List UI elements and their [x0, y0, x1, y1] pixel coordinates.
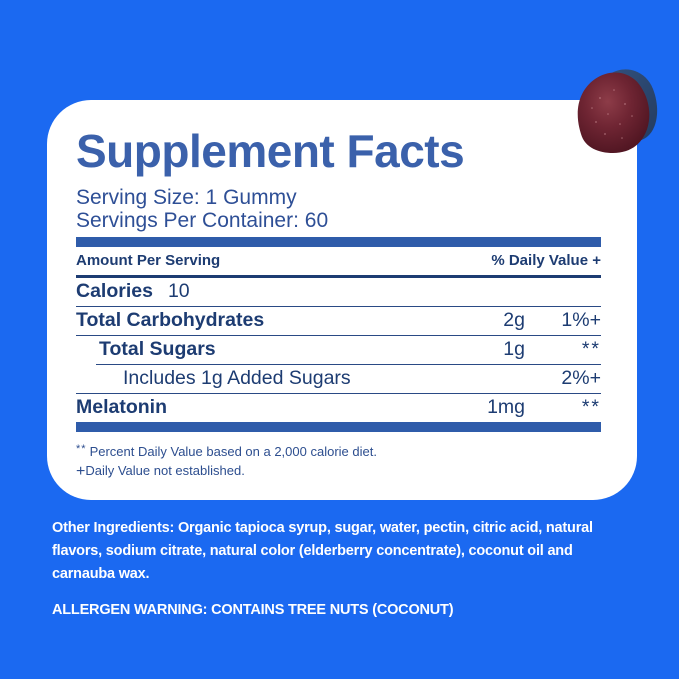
nutrient-name: Calories: [76, 280, 153, 303]
row-divider: [96, 363, 601, 365]
header-rule: [76, 274, 601, 278]
footnotes: ** Percent Daily Value based on a 2,000 c…: [76, 440, 601, 481]
row-divider: [76, 305, 601, 307]
nutrient-daily-value: 2%+: [561, 367, 601, 390]
gummy-sugar-speckles: [591, 89, 633, 139]
nutrient-daily-value: 1%+: [561, 309, 601, 332]
nutrient-daily-value: **: [581, 396, 601, 419]
footnote-marker: +: [76, 462, 86, 480]
divider-bar-bottom: [76, 421, 601, 432]
table-row-calories: Calories 10: [76, 278, 601, 306]
table-row-added-sugars: Includes 1g Added Sugars 2%+: [76, 365, 601, 393]
footnote-marker: **: [76, 442, 87, 455]
panel-title: Supplement Facts: [76, 125, 465, 177]
footnote-text: Percent Daily Value based on a 2,000 cal…: [89, 443, 377, 459]
row-divider: [76, 334, 601, 336]
table-row-total-carbohydrates: Total Carbohydrates 2g 1%+: [76, 307, 601, 335]
divider-bar-top: [76, 236, 601, 247]
row-divider: [76, 392, 601, 394]
gummy-body-shape: [577, 72, 650, 153]
table-row-melatonin: Melatonin 1mg **: [76, 394, 601, 422]
footnote-text: Daily Value not established.: [85, 462, 245, 478]
nutrient-name: Melatonin: [76, 396, 167, 419]
allergen-warning: ALLERGEN WARNING: CONTAINS TREE NUTS (CO…: [52, 602, 454, 618]
bottom-copy: Other Ingredients: Organic tapioca syrup…: [52, 517, 637, 621]
daily-value-header: % Daily Value +: [491, 252, 601, 270]
nutrient-name: Total Sugars: [99, 338, 216, 361]
table-header-row: Amount Per Serving % Daily Value +: [76, 247, 601, 275]
nutrient-name: Includes 1g Added Sugars: [123, 367, 351, 390]
nutrient-amount: 2g: [503, 309, 525, 332]
other-ingredients-label: Other Ingredients:: [52, 520, 175, 536]
supplement-facts-panel: Supplement Facts Serving Size: 1 Gummy S…: [47, 100, 637, 500]
gummy-illustration: [577, 69, 658, 153]
nutrient-amount: 10: [167, 280, 190, 303]
footnote-daily-value: ** Percent Daily Value based on a 2,000 c…: [76, 440, 601, 461]
serving-size: Serving Size: 1 Gummy: [76, 185, 297, 209]
nutrient-amount: 1mg: [487, 396, 525, 419]
servings-per-container: Servings Per Container: 60: [76, 208, 329, 232]
nutrient-daily-value: **: [581, 338, 601, 361]
other-ingredients-text: Organic tapioca syrup, sugar, water, pec…: [52, 520, 593, 582]
table-row-total-sugars: Total Sugars 1g **: [76, 336, 601, 364]
footnote-not-established: +Daily Value not established.: [76, 461, 601, 481]
other-ingredients: Other Ingredients: Organic tapioca syrup…: [52, 517, 637, 586]
amount-per-serving-header: Amount Per Serving: [76, 252, 221, 270]
nutrient-name: Total Carbohydrates: [76, 309, 265, 332]
nutrient-amount: 1g: [503, 338, 525, 361]
serving-info: Serving Size: 1 Gummy Servings Per Conta…: [76, 186, 601, 232]
